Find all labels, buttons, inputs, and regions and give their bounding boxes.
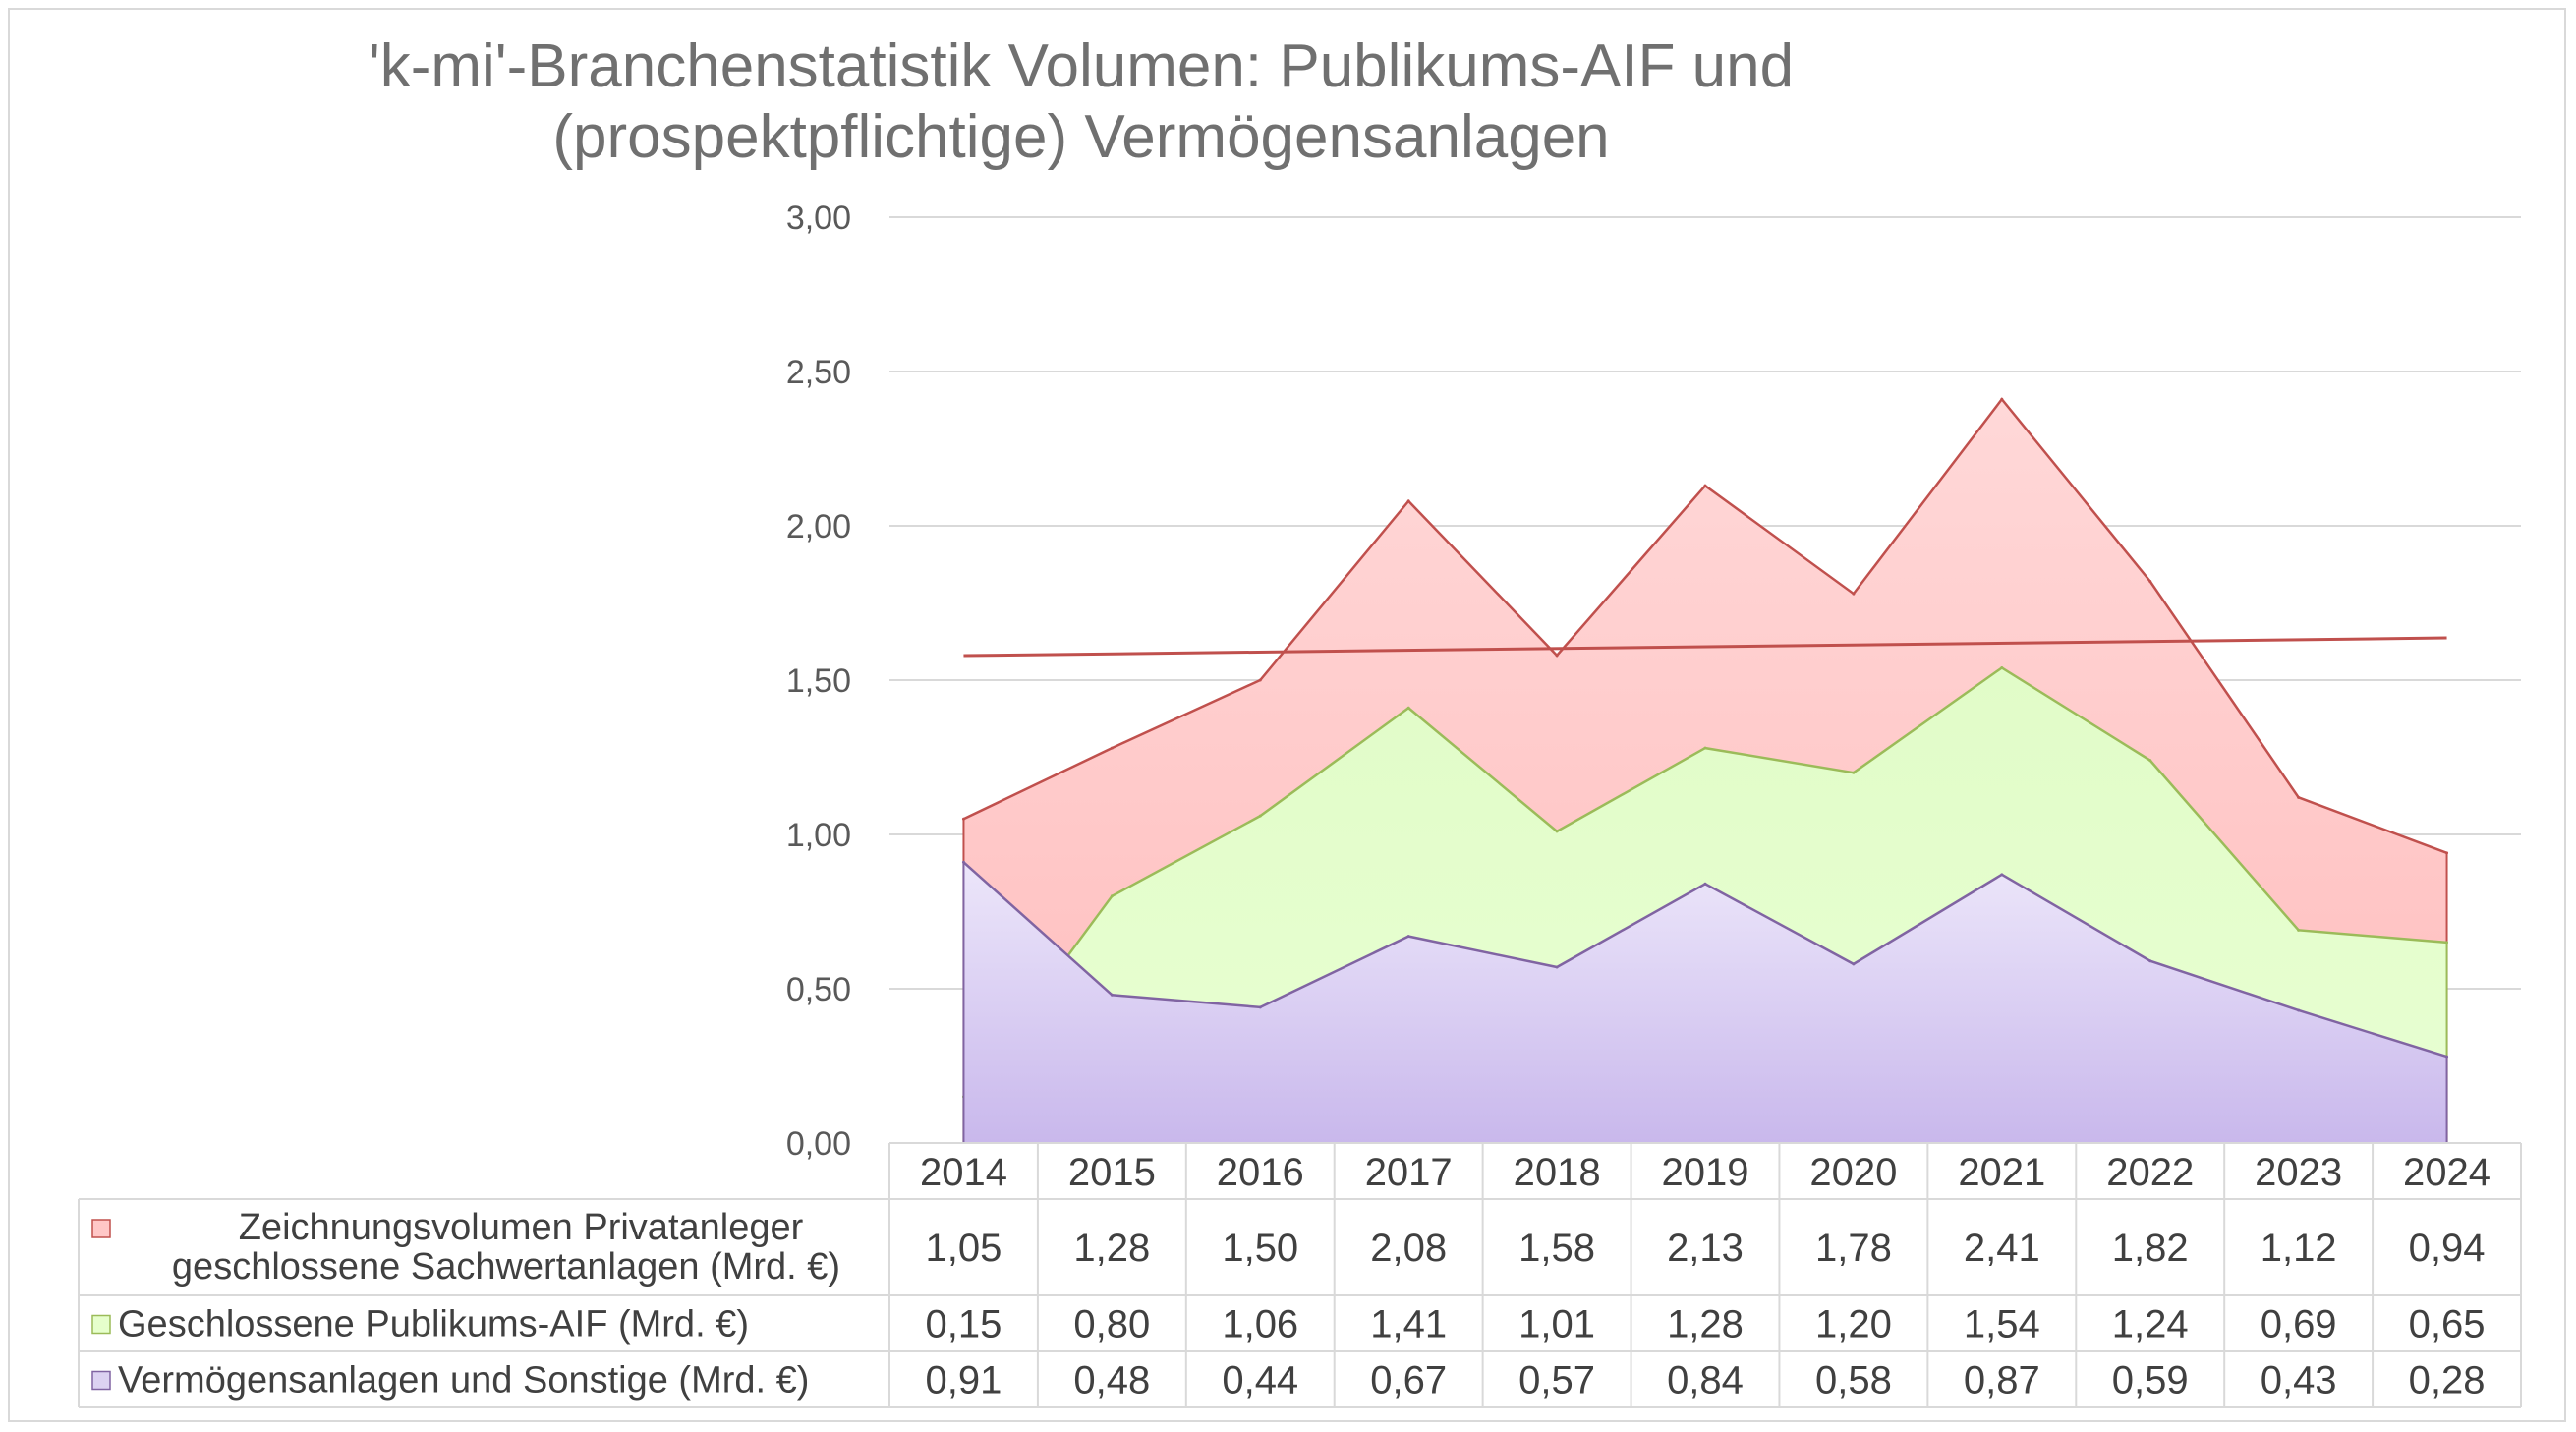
data-point — [1555, 965, 1559, 969]
y-tick-label: 1,50 — [786, 662, 851, 700]
data-label: 0,28 — [2409, 1359, 2486, 1403]
data-point — [2000, 665, 2004, 669]
data-point — [2148, 759, 2152, 763]
data-point — [2297, 1008, 2301, 1012]
data-label: 0,94 — [2409, 1227, 2486, 1270]
data-label: 0,91 — [926, 1359, 1002, 1403]
data-point — [1406, 499, 1410, 503]
data-label: 0,57 — [1518, 1359, 1595, 1403]
x-tick-label: 2023 — [2255, 1151, 2342, 1194]
data-label: 1,28 — [1073, 1227, 1150, 1270]
data-label: 0,48 — [1073, 1359, 1150, 1403]
data-label: 0,44 — [1222, 1359, 1298, 1403]
data-point — [1703, 882, 1707, 886]
trendline-layer — [963, 636, 2447, 658]
data-point — [1852, 962, 1856, 966]
y-tick-label: 3,00 — [786, 200, 851, 237]
data-point — [1258, 678, 1262, 682]
chart-frame — [8, 8, 2566, 1422]
data-label: 0,43 — [2261, 1359, 2337, 1403]
x-tick-label: 2014 — [920, 1151, 1007, 1194]
x-tick-label: 2019 — [1662, 1151, 1749, 1194]
x-tick-label: 2020 — [1809, 1151, 1897, 1194]
data-label: 1,82 — [2112, 1227, 2189, 1270]
x-tick-label: 2024 — [2403, 1151, 2490, 1194]
data-point — [2297, 928, 2301, 932]
plot-areas — [961, 397, 2449, 1143]
legend-key — [91, 1314, 111, 1335]
data-point — [1258, 814, 1262, 818]
area-vermoegensanlagen — [963, 862, 2447, 1143]
y-tick-label: 0,00 — [786, 1125, 851, 1163]
data-point — [1406, 706, 1410, 710]
data-point — [1406, 935, 1410, 939]
data-point — [1555, 830, 1559, 833]
x-tick-label: 2016 — [1217, 1151, 1304, 1194]
data-point — [1852, 592, 1856, 596]
data-point — [1110, 894, 1114, 898]
y-tick-label: 2,00 — [786, 508, 851, 545]
data-point — [1258, 1005, 1262, 1009]
data-point — [1555, 654, 1559, 658]
data-label: 1,12 — [2261, 1227, 2337, 1270]
y-tick-label: 0,50 — [786, 971, 851, 1008]
x-tick-label: 2021 — [1958, 1151, 2045, 1194]
data-label: 1,50 — [1222, 1227, 1298, 1270]
data-point — [1703, 484, 1707, 487]
data-point — [1703, 746, 1707, 750]
chart-title-line-1: 'k-mi'-Branchenstatistik Volumen: Publik… — [368, 32, 1795, 100]
data-label: 0,58 — [1815, 1359, 1892, 1403]
legend-label: geschlossene Sachwertanlagen (Mrd. €) — [172, 1246, 840, 1288]
data-label: 0,69 — [2261, 1303, 2337, 1346]
data-label: 2,41 — [1964, 1227, 2040, 1270]
legend-key — [91, 1370, 111, 1391]
data-label: 1,06 — [1222, 1303, 1298, 1346]
legend-label: Zeichnungsvolumen Privatanleger — [239, 1207, 804, 1248]
legend-label: Geschlossene Publikums-AIF (Mrd. €) — [118, 1304, 749, 1346]
data-label: 1,41 — [1370, 1303, 1447, 1346]
data-label: 1,05 — [926, 1227, 1002, 1270]
data-label: 0,65 — [2409, 1303, 2486, 1346]
data-label: 0,84 — [1667, 1359, 1744, 1403]
data-point — [2148, 959, 2152, 963]
chart-title-line-2: (prospektpflichtige) Vermögensanlagen — [552, 103, 1610, 171]
data-point — [1110, 993, 1114, 997]
data-label: 1,28 — [1667, 1303, 1744, 1346]
data-point — [1852, 771, 1856, 774]
x-tick-label: 2018 — [1514, 1151, 1601, 1194]
data-label: 1,20 — [1815, 1303, 1892, 1346]
data-point — [2000, 397, 2004, 401]
trendline — [963, 636, 2447, 658]
y-tick-label: 1,00 — [786, 817, 851, 854]
data-point — [2000, 873, 2004, 877]
x-tick-label: 2017 — [1365, 1151, 1453, 1194]
data-label: 1,78 — [1815, 1227, 1892, 1270]
y-tick-label: 2,50 — [786, 354, 851, 391]
data-table: 2014 2015 2016 2017 2018 2019 2020 2021 2022 2023… — [78, 1142, 2522, 1408]
data-label: 0,87 — [1964, 1359, 2040, 1403]
data-label: 2,13 — [1667, 1227, 1744, 1270]
data-label: 0,59 — [2112, 1359, 2189, 1403]
data-label: 1,54 — [1964, 1303, 2040, 1346]
x-tick-label: 2022 — [2106, 1151, 2194, 1194]
legend-key — [91, 1219, 111, 1238]
y-axis: 0,00 0,50 1,00 1,50 2,00 2,50 3,00 — [786, 200, 851, 1163]
data-point — [2297, 795, 2301, 799]
legend-label: Vermögensanlagen und Sonstige (Mrd. €) — [118, 1360, 809, 1402]
data-point — [1110, 746, 1114, 750]
data-label: 0,15 — [926, 1303, 1002, 1346]
x-tick-label: 2015 — [1068, 1151, 1156, 1194]
data-point — [2148, 580, 2152, 584]
data-label: 1,24 — [2112, 1303, 2189, 1346]
data-label: 0,80 — [1073, 1303, 1150, 1346]
data-label: 1,58 — [1518, 1227, 1595, 1270]
chart-title: 'k-mi'-Branchenstatistik Volumen: Publik… — [0, 31, 2162, 173]
data-label: 0,67 — [1370, 1359, 1447, 1403]
data-label: 1,01 — [1518, 1303, 1595, 1346]
data-label: 2,08 — [1370, 1227, 1447, 1270]
